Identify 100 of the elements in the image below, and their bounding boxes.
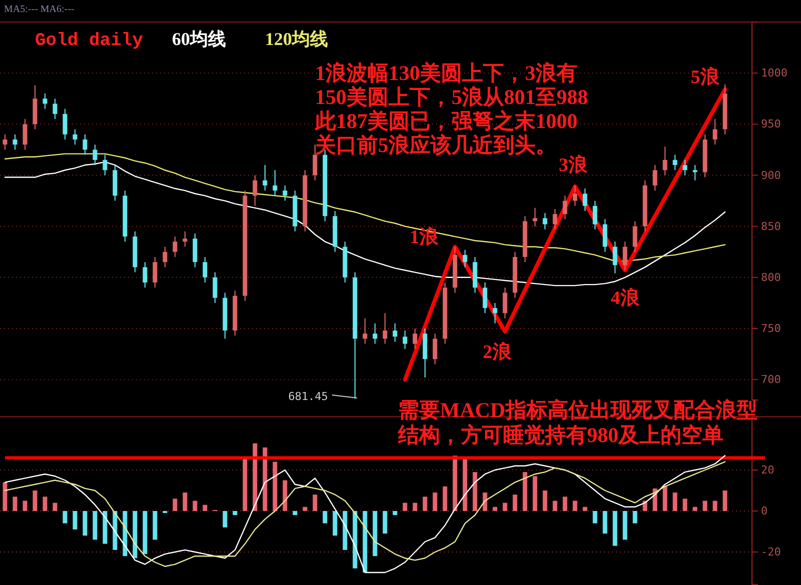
bar: [82, 511, 88, 536]
candlestick: [622, 241, 628, 271]
bar: [392, 511, 398, 516]
bar: [582, 506, 588, 511]
candlestick: [62, 108, 68, 140]
bar: [492, 506, 498, 511]
bar: [542, 490, 548, 511]
bar: [232, 511, 238, 516]
bar: [202, 504, 208, 511]
candlestick: [172, 236, 178, 258]
bar: [272, 462, 278, 511]
bar: [522, 472, 528, 511]
y-tick-label: 950: [761, 118, 781, 131]
candlestick: [392, 322, 398, 342]
candlestick: [412, 328, 418, 350]
bar: [172, 498, 178, 511]
text: Gold daily: [35, 31, 144, 51]
bar: [472, 472, 478, 511]
candlestick: [662, 146, 668, 176]
bar: [722, 490, 728, 511]
annotation: 1浪: [410, 226, 440, 248]
candlestick: [692, 164, 698, 181]
bar: [592, 511, 598, 524]
candlestick: [492, 302, 498, 324]
bar: [692, 506, 698, 511]
candlestick: [502, 287, 508, 319]
candlestick: [582, 188, 588, 212]
y-tick-label: 750: [761, 322, 781, 336]
bar: [382, 511, 388, 534]
bar: [12, 496, 18, 511]
candlestick: [182, 230, 188, 248]
candlestick: [42, 93, 48, 110]
annotation: 需要MACD指标高位出现死叉配合浪型结构，方可睡觉持有980及上的空单: [397, 398, 758, 447]
candlestick: [402, 330, 408, 350]
bar: [312, 494, 318, 511]
bar: [362, 511, 368, 572]
candlestick: [432, 333, 438, 365]
y-tick-label: 850: [761, 220, 781, 233]
bar: [22, 500, 28, 511]
annotation: 4浪: [610, 287, 640, 309]
candlestick: [212, 272, 218, 304]
bar: [332, 511, 338, 536]
text: MA5:--- MA6:---: [4, 4, 74, 15]
candlestick: [202, 256, 208, 284]
bar: [52, 502, 58, 511]
annotation: 2浪: [482, 341, 512, 363]
candlestick: [252, 174, 258, 206]
candlestick: [192, 232, 198, 268]
bar: [2, 482, 8, 511]
candlestick: [282, 184, 288, 202]
bar: [412, 502, 418, 511]
candlestick: [462, 249, 468, 268]
y-tick-label: 20: [761, 464, 774, 477]
bar: [242, 458, 248, 511]
bar: [322, 511, 328, 524]
candlestick: [632, 220, 638, 252]
bar: [622, 511, 628, 540]
bar: [602, 511, 608, 534]
bar: [442, 486, 448, 511]
bar: [142, 511, 148, 554]
bar: [182, 492, 188, 511]
bar: [122, 511, 128, 556]
bar: [152, 511, 158, 540]
bar: [452, 456, 458, 511]
annotation: 3浪: [558, 154, 588, 176]
bar: [302, 506, 308, 511]
candlestick: [12, 134, 18, 150]
candlestick: [22, 118, 28, 150]
text: 120均线: [265, 29, 328, 49]
bar: [682, 498, 688, 511]
candlestick: [542, 212, 548, 230]
bar: [672, 492, 678, 511]
bar: [342, 511, 348, 550]
bar: [92, 511, 98, 540]
candlestick: [572, 184, 578, 206]
candlestick: [72, 128, 78, 146]
candlestick: [272, 170, 278, 196]
y-tick-label: -20: [761, 546, 781, 559]
bar: [192, 500, 198, 511]
bar: [282, 480, 288, 511]
candlestick: [92, 144, 98, 166]
bar: [432, 492, 438, 511]
candlestick: [602, 218, 608, 252]
bar: [502, 502, 508, 511]
bar: [562, 496, 568, 511]
candlestick: [382, 312, 388, 344]
bar: [102, 511, 108, 544]
y-tick-label: 1000: [761, 66, 788, 80]
annotation: 5浪: [690, 66, 720, 88]
candlestick: [152, 256, 158, 288]
bar: [612, 511, 618, 546]
y-tick-label: 800: [761, 270, 781, 284]
candlestick: [2, 134, 8, 150]
candlestick: [82, 134, 88, 156]
bar: [572, 500, 578, 511]
candlestick: [532, 207, 538, 227]
bar: [422, 496, 428, 511]
y-tick-label: 900: [761, 168, 781, 182]
bar: [222, 511, 228, 528]
bar: [532, 476, 538, 511]
